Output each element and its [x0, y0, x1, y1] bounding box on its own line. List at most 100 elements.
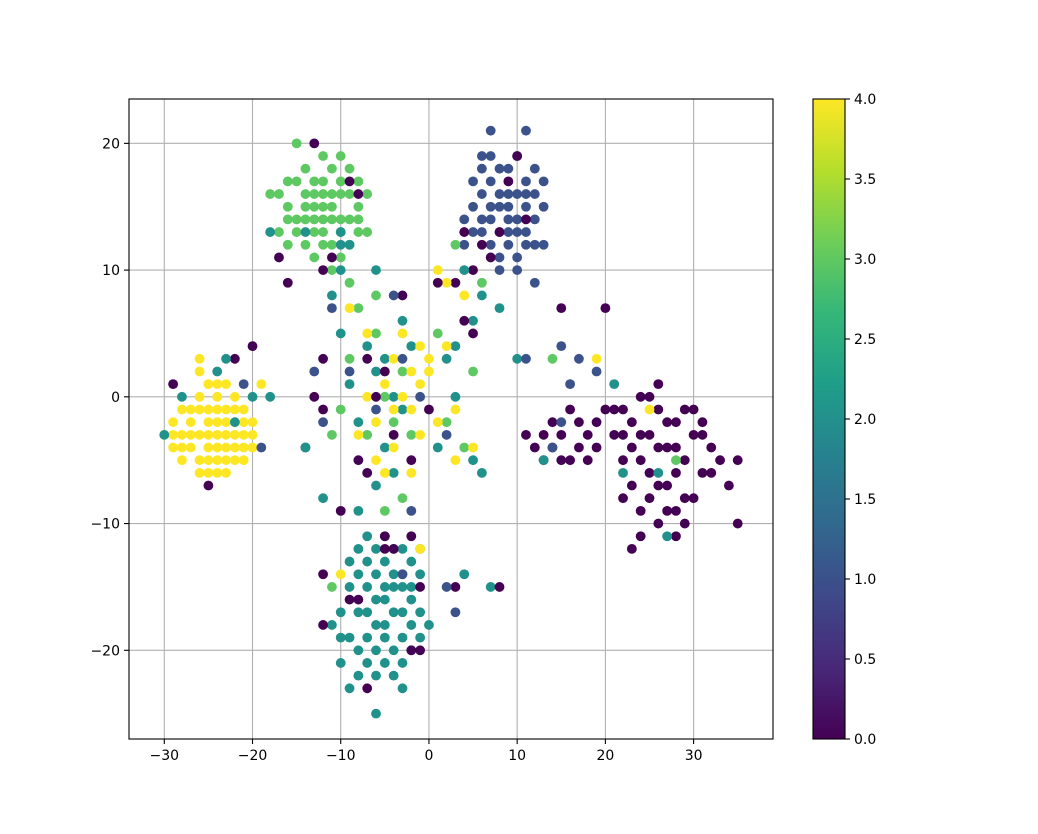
scatter-point	[521, 227, 531, 237]
scatter-point	[459, 290, 470, 301]
scatter-point	[212, 379, 223, 390]
scatter-point	[547, 353, 558, 364]
scatter-point	[335, 632, 346, 643]
scatter-point	[450, 404, 461, 415]
scatter-point	[362, 227, 373, 237]
scatter-point	[221, 353, 231, 364]
y-tick-label: 0	[111, 390, 120, 406]
scatter-point	[353, 455, 364, 466]
scatter-point	[476, 163, 487, 174]
scatter-point	[662, 531, 673, 542]
scatter-point	[362, 632, 373, 643]
scatter-point	[397, 632, 408, 643]
scatter-point	[229, 429, 240, 440]
scatter-point	[415, 429, 426, 440]
scatter-point	[547, 442, 558, 453]
scatter-point	[221, 455, 231, 466]
scatter-point	[626, 442, 637, 453]
scatter-point	[388, 645, 399, 656]
scatter-point	[459, 569, 470, 580]
scatter-point	[494, 227, 505, 237]
scatter-point	[177, 404, 187, 415]
scatter-point	[353, 189, 364, 199]
scatter-point	[424, 353, 434, 364]
scatter-point	[335, 328, 346, 339]
scatter-point	[335, 505, 346, 516]
scatter-point	[582, 455, 593, 466]
scatter-point	[459, 265, 470, 275]
scatter-point	[415, 645, 426, 656]
scatter-point	[291, 214, 302, 225]
scatter-point	[521, 429, 531, 440]
scatter-point	[344, 214, 355, 225]
x-tick-label: 30	[685, 748, 703, 764]
scatter-point	[362, 353, 373, 364]
scatter-point	[485, 582, 496, 592]
scatter-point	[494, 303, 505, 314]
scatter-point	[388, 569, 399, 580]
scatter-point	[671, 505, 681, 516]
colorbar-tick-label: 3.0	[854, 252, 876, 268]
scatter-point	[194, 366, 205, 377]
colorbar-gradient	[813, 99, 845, 739]
scatter-point	[371, 366, 381, 377]
scatter-point	[344, 163, 355, 174]
scatter-point	[379, 467, 390, 478]
scatter-point	[521, 214, 531, 225]
scatter-point	[732, 455, 743, 466]
scatter-point	[450, 582, 461, 592]
scatter-point	[476, 277, 487, 288]
scatter-point	[353, 607, 364, 618]
scatter-point	[353, 429, 364, 440]
scatter-point	[247, 429, 258, 440]
scatter-point	[415, 569, 426, 580]
scatter-point	[388, 353, 399, 364]
scatter-point	[388, 467, 399, 478]
scatter-point	[212, 455, 223, 466]
scatter-point	[644, 404, 655, 415]
scatter-point	[476, 189, 487, 199]
scatter-point	[353, 594, 364, 605]
scatter-point	[441, 353, 452, 364]
scatter-point	[318, 151, 328, 161]
scatter-point	[406, 531, 417, 542]
scatter-point	[565, 455, 575, 466]
scatter-point	[397, 315, 408, 326]
scatter-point	[476, 239, 487, 250]
scatter-point	[371, 544, 381, 554]
scatter-point	[397, 493, 408, 504]
scatter-point	[362, 391, 373, 402]
scatter-point	[397, 544, 408, 554]
scatter-point	[397, 328, 408, 339]
scatter-point	[335, 658, 346, 668]
grid-lines	[129, 99, 773, 739]
scatter-point	[591, 353, 602, 364]
scatter-point	[697, 429, 708, 440]
scatter-point	[521, 189, 531, 199]
scatter-point	[459, 315, 470, 326]
scatter-point	[432, 277, 443, 288]
scatter-point	[618, 467, 628, 478]
scatter-point	[494, 201, 505, 212]
scatter-point	[485, 201, 496, 212]
scatter-point	[653, 467, 664, 478]
scatter-point	[485, 252, 496, 263]
scatter-point	[424, 620, 434, 630]
scatter-point	[327, 303, 337, 314]
scatter-point	[388, 607, 399, 618]
scatter-point	[521, 176, 531, 187]
scatter-point	[565, 404, 575, 415]
scatter-point	[177, 391, 187, 402]
scatter-point	[485, 125, 496, 136]
scatter-point	[732, 518, 743, 529]
scatter-point	[265, 189, 276, 199]
scatter-point	[327, 582, 337, 592]
scatter-point	[432, 442, 443, 453]
scatter-point	[335, 189, 346, 199]
scatter-point	[574, 417, 584, 428]
scatter-point	[521, 201, 531, 212]
scatter-point	[485, 176, 496, 187]
scatter-point	[203, 379, 214, 390]
scatter-point	[459, 214, 470, 225]
scatter-point	[335, 252, 346, 263]
